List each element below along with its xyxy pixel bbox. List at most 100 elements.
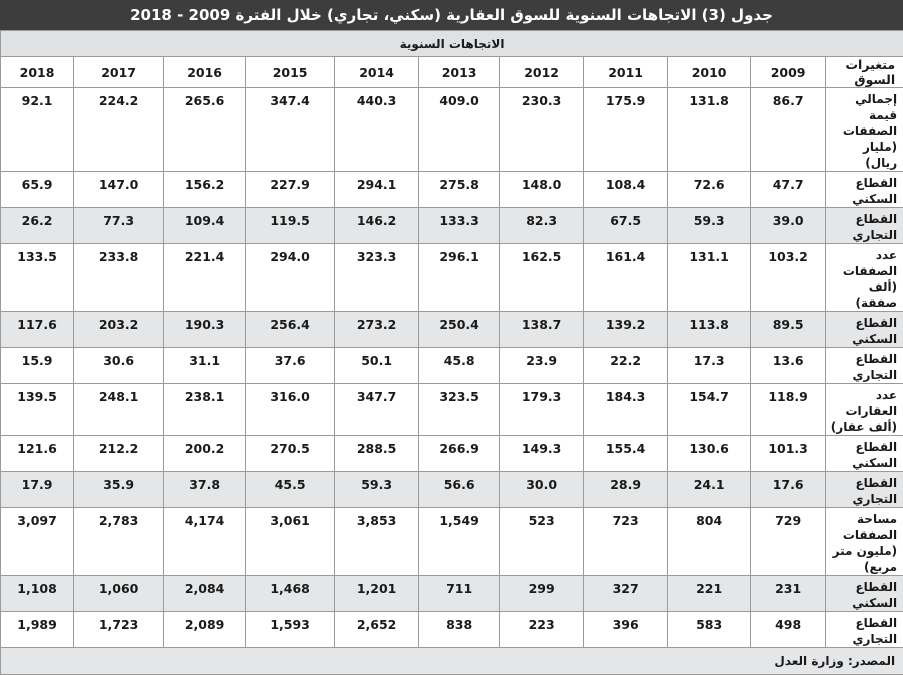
table-cell: 227.9 [246, 172, 335, 208]
table-cell: 117.6 [1, 312, 74, 348]
column-header: 2009 [751, 57, 826, 88]
table-cell: 1,593 [246, 612, 335, 648]
table-cell: 316.0 [246, 384, 335, 436]
table-cell: 30.0 [500, 472, 584, 508]
table-cell: 24.1 [668, 472, 751, 508]
table-cell: 230.3 [500, 88, 584, 172]
table-cell: 59.3 [668, 208, 751, 244]
table-cell: 273.2 [335, 312, 419, 348]
column-header: 2014 [335, 57, 419, 88]
table-cell: 327 [584, 576, 668, 612]
table-cell: 3,097 [1, 508, 74, 576]
table-cell: 23.9 [500, 348, 584, 384]
table-cell: 804 [668, 508, 751, 576]
table-cell: 396 [584, 612, 668, 648]
table-cell: 45.5 [246, 472, 335, 508]
table-cell: 275.8 [419, 172, 500, 208]
table-cell: 26.2 [1, 208, 74, 244]
table-cell: 190.3 [164, 312, 246, 348]
table-cell: 113.8 [668, 312, 751, 348]
table-cell: 2,084 [164, 576, 246, 612]
table-cell: 39.0 [751, 208, 826, 244]
table-cell: 294.1 [335, 172, 419, 208]
table-cell: 1,723 [74, 612, 164, 648]
table-cell: 323.5 [419, 384, 500, 436]
table-cell: 179.3 [500, 384, 584, 436]
table-cell: 2,089 [164, 612, 246, 648]
table-cell: 17.3 [668, 348, 751, 384]
column-header: 2017 [74, 57, 164, 88]
table-cell: 2,652 [335, 612, 419, 648]
table-cell: 131.8 [668, 88, 751, 172]
table-cell: 212.2 [74, 436, 164, 472]
table-cell: 154.7 [668, 384, 751, 436]
table-cell: 30.6 [74, 348, 164, 384]
table-cell: 1,108 [1, 576, 74, 612]
table-cell: 1,989 [1, 612, 74, 648]
table-cell: 15.9 [1, 348, 74, 384]
row-label: مساحة الصفقات (مليون متر مربع) [826, 508, 903, 576]
column-header: 2010 [668, 57, 751, 88]
column-header: 2015 [246, 57, 335, 88]
table-cell: 440.3 [335, 88, 419, 172]
table-cell: 72.6 [668, 172, 751, 208]
table-subheader: الاتجاهات السنوية [1, 31, 903, 57]
table-cell: 45.8 [419, 348, 500, 384]
table-cell: 1,549 [419, 508, 500, 576]
column-header: 2012 [500, 57, 584, 88]
table-cell: 121.6 [1, 436, 74, 472]
table-cell: 200.2 [164, 436, 246, 472]
table-cell: 109.4 [164, 208, 246, 244]
table-cell: 296.1 [419, 244, 500, 312]
column-header: 2011 [584, 57, 668, 88]
table-cell: 409.0 [419, 88, 500, 172]
table-cell: 138.7 [500, 312, 584, 348]
table-cell: 347.7 [335, 384, 419, 436]
table-cell: 838 [419, 612, 500, 648]
table-cell: 155.4 [584, 436, 668, 472]
table-cell: 37.6 [246, 348, 335, 384]
table-cell: 1,468 [246, 576, 335, 612]
table-cell: 184.3 [584, 384, 668, 436]
table-cell: 294.0 [246, 244, 335, 312]
table-cell: 1,060 [74, 576, 164, 612]
table-cell: 256.4 [246, 312, 335, 348]
table-cell: 233.8 [74, 244, 164, 312]
table-cell: 59.3 [335, 472, 419, 508]
table-cell: 28.9 [584, 472, 668, 508]
table-cell: 148.0 [500, 172, 584, 208]
column-header: 2016 [164, 57, 246, 88]
table-cell: 92.1 [1, 88, 74, 172]
table-cell: 2,783 [74, 508, 164, 576]
table-cell: 35.9 [74, 472, 164, 508]
table-cell: 108.4 [584, 172, 668, 208]
table-cell: 37.8 [164, 472, 246, 508]
table-cell: 265.6 [164, 88, 246, 172]
table-cell: 270.5 [246, 436, 335, 472]
table-cell: 146.2 [335, 208, 419, 244]
table-cell: 248.1 [74, 384, 164, 436]
row-label: عدد الصفقات (ألف صفقة) [826, 244, 903, 312]
table-cell: 288.5 [335, 436, 419, 472]
row-label: القطاع السكني [826, 436, 903, 472]
table-cell: 3,061 [246, 508, 335, 576]
table-cell: 3,853 [335, 508, 419, 576]
table-cell: 131.1 [668, 244, 751, 312]
table-cell: 47.7 [751, 172, 826, 208]
table-figure: جدول (3) الاتجاهات السنوية للسوق العقاري… [0, 0, 903, 505]
table-cell: 89.5 [751, 312, 826, 348]
table-cell: 723 [584, 508, 668, 576]
row-label: القطاع التجاري [826, 612, 903, 648]
table-cell: 139.5 [1, 384, 74, 436]
row-label: إجمالي قيمة الصفقات (مليار ريال) [826, 88, 903, 172]
market-trends-table: الاتجاهات السنوية متغيرات السوق 2009 201… [0, 30, 903, 675]
table-cell: 17.9 [1, 472, 74, 508]
table-cell: 4,174 [164, 508, 246, 576]
